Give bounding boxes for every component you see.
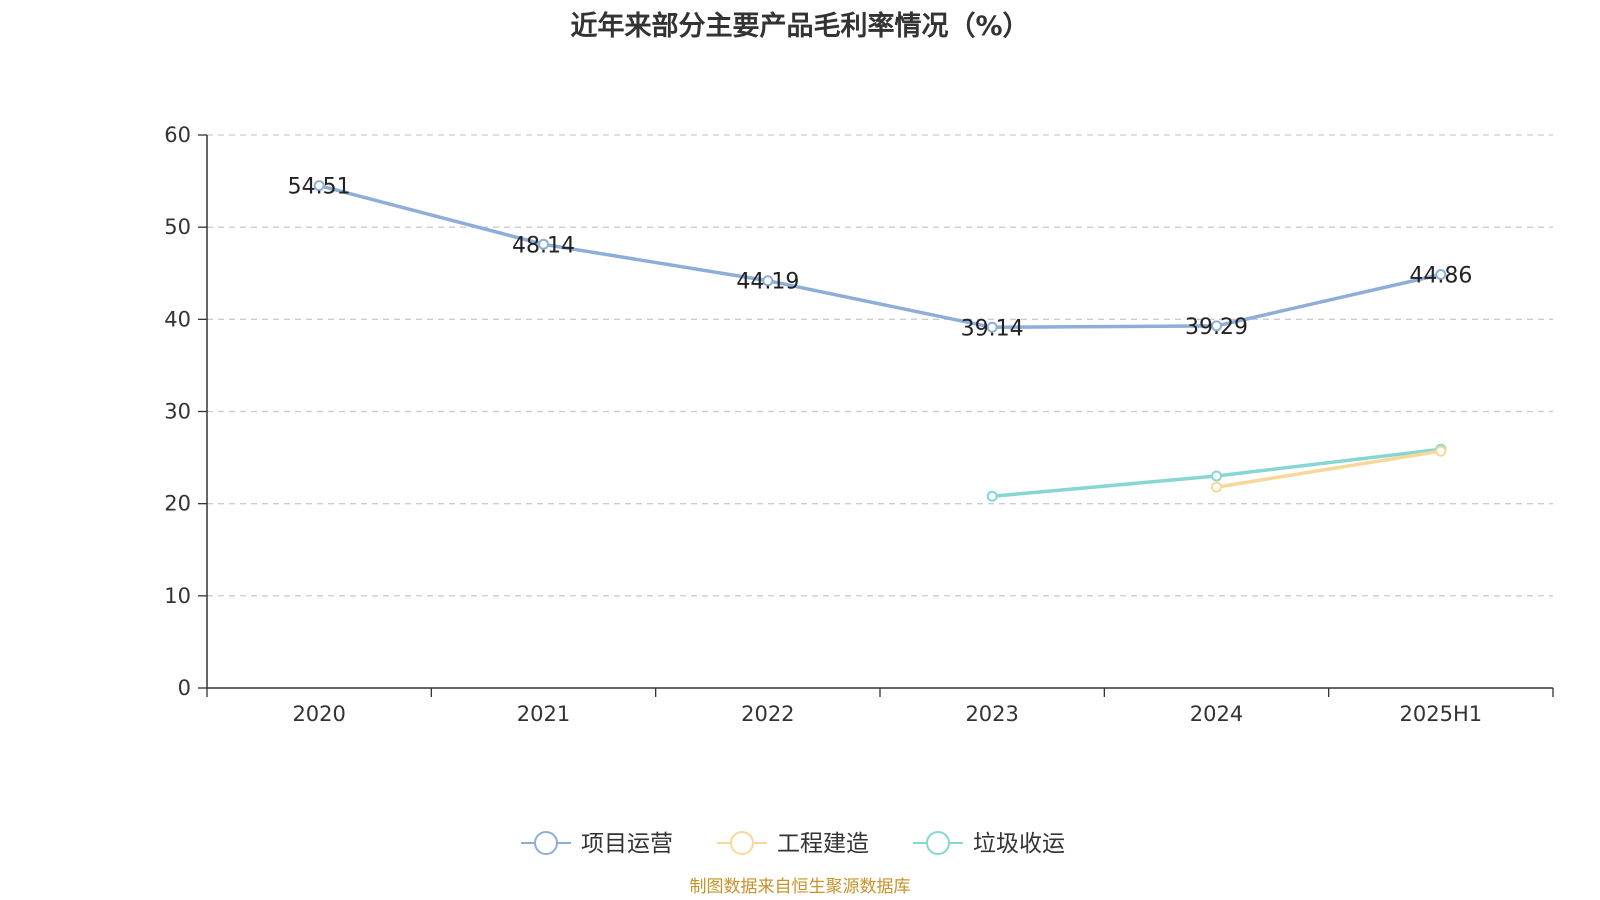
source-note: 制图数据来自恒生聚源数据库 xyxy=(689,877,911,897)
series-lines xyxy=(313,180,1447,502)
legend-label: 垃圾收运 xyxy=(973,831,1065,857)
data-label: 48.14 xyxy=(512,233,575,258)
data-labels: 54.51 48.14 44.19 39.14 39.29 44.86 xyxy=(288,175,1473,342)
legend-marker-icon xyxy=(926,831,950,855)
y-tick-label: 30 xyxy=(164,400,191,424)
legend-item[interactable]: 垃圾收运 xyxy=(913,831,1065,857)
x-tick-label: 2024 xyxy=(1190,702,1243,726)
grid-lines xyxy=(207,134,1553,597)
data-point xyxy=(762,275,774,287)
legend[interactable]: 项目运营 工程建造 垃圾收运 xyxy=(521,831,1065,857)
series-line xyxy=(318,183,1442,330)
data-point xyxy=(986,490,998,502)
series-line xyxy=(1216,449,1442,489)
data-label: 44.86 xyxy=(1409,264,1472,289)
x-tick-label: 2023 xyxy=(965,702,1018,726)
legend-marker-icon xyxy=(534,831,558,855)
y-tick-label: 0 xyxy=(178,676,191,700)
y-tick-label: 20 xyxy=(164,492,191,516)
x-tick-label: 2022 xyxy=(741,702,794,726)
y-tick-label: 50 xyxy=(164,215,191,239)
data-point xyxy=(1435,269,1447,281)
x-tick-label: 2025H1 xyxy=(1400,702,1483,726)
data-point xyxy=(1435,445,1447,457)
data-point xyxy=(1211,481,1222,493)
y-tick-label: 40 xyxy=(164,307,191,331)
data-point xyxy=(1211,320,1222,332)
axes: 0 10 20 30 40 50 60 2020 2021 2022 2023 2024 2025H1 xyxy=(164,123,1554,726)
data-point xyxy=(538,238,549,250)
data-label: 39.14 xyxy=(961,316,1024,341)
data-label: 54.51 xyxy=(288,175,351,200)
x-tick-label: 2021 xyxy=(517,702,570,726)
data-label: 39.29 xyxy=(1185,315,1248,340)
y-tick-label: 60 xyxy=(164,123,191,147)
chart-title: 近年来部分主要产品毛利率情况（%） xyxy=(570,11,1030,42)
data-point xyxy=(1211,470,1222,482)
y-tick-label: 10 xyxy=(164,584,191,608)
legend-item[interactable]: 项目运营 xyxy=(521,831,673,857)
legend-label: 项目运营 xyxy=(581,831,673,857)
data-label: 44.19 xyxy=(736,270,799,295)
data-point xyxy=(986,321,998,333)
data-point xyxy=(313,180,325,192)
legend-item[interactable]: 工程建造 xyxy=(717,831,869,857)
legend-marker-icon xyxy=(730,831,754,855)
legend-label: 工程建造 xyxy=(777,831,869,857)
x-tick-label: 2020 xyxy=(292,702,345,726)
